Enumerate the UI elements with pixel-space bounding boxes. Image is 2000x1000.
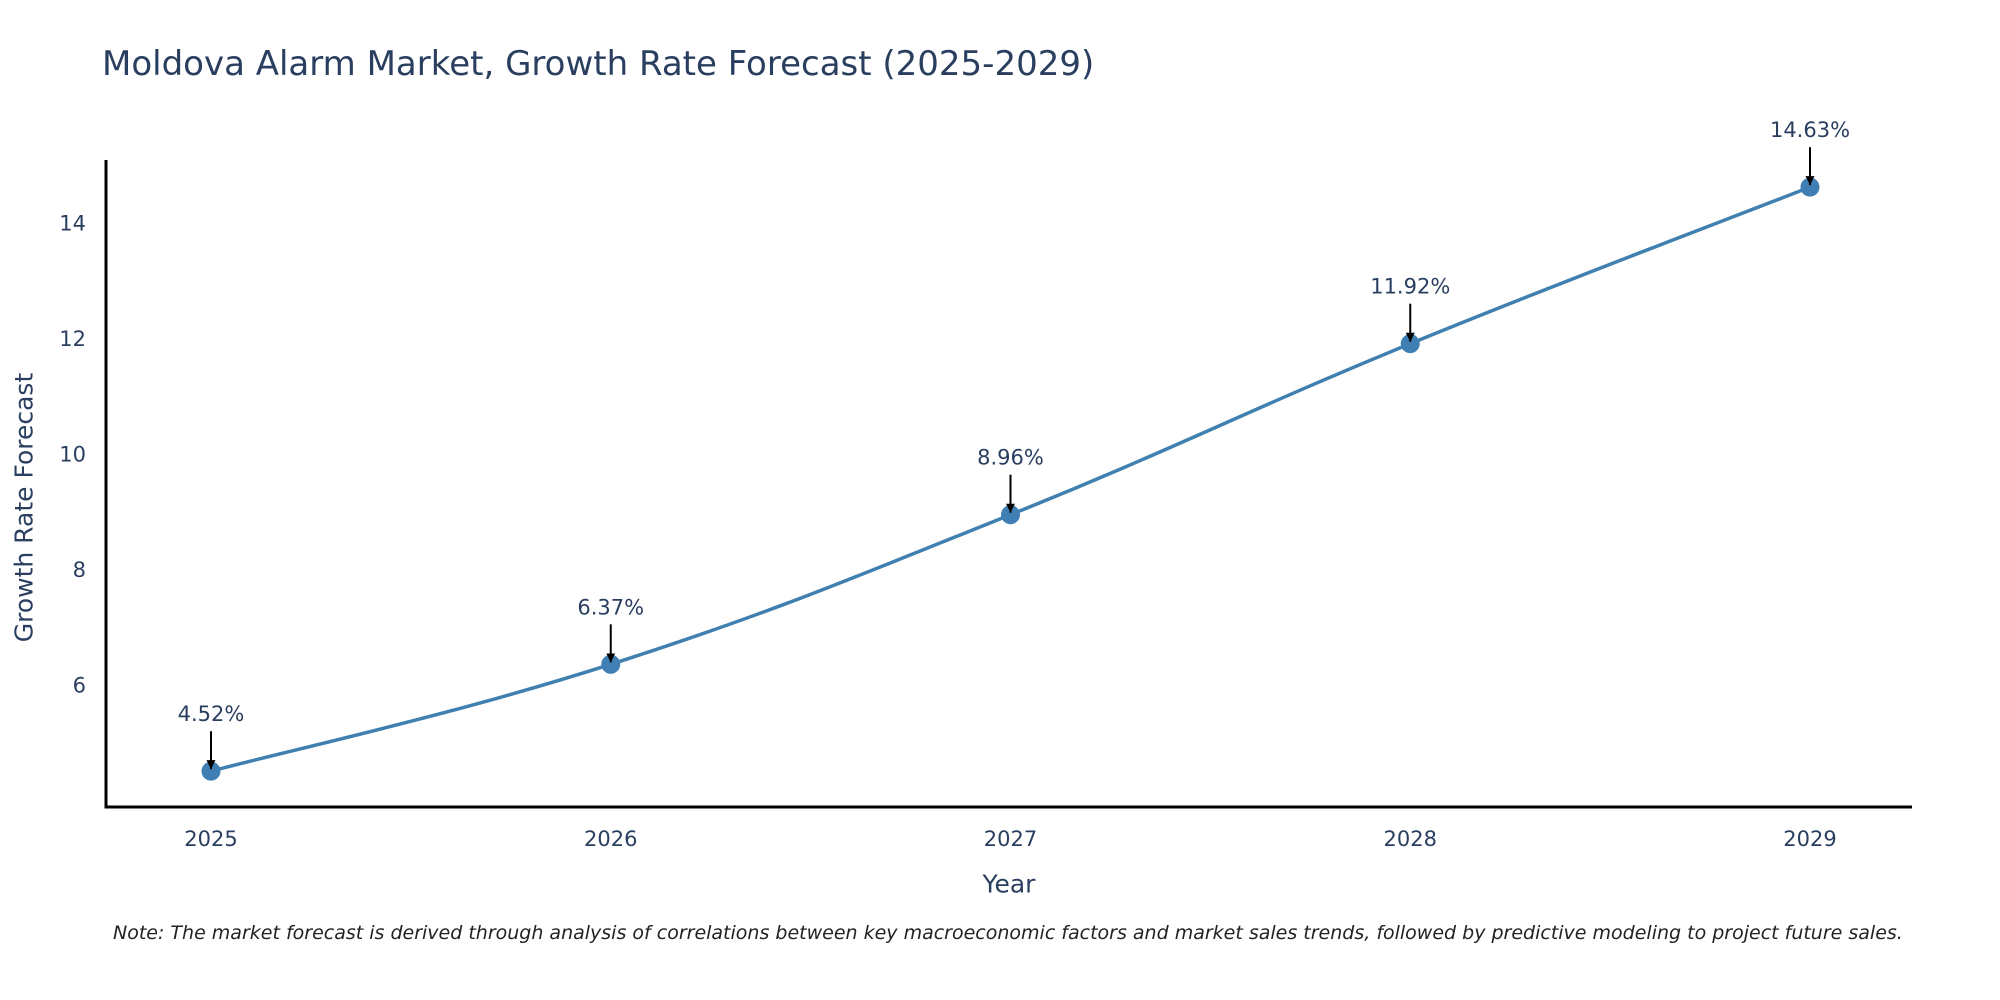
data-label: 8.96% bbox=[977, 446, 1044, 470]
data-point bbox=[1800, 177, 1820, 197]
x-tick-label: 2027 bbox=[984, 827, 1037, 851]
series-layer bbox=[201, 177, 1820, 781]
data-point bbox=[201, 761, 221, 781]
footnote: Note: The market forecast is derived thr… bbox=[113, 922, 1903, 944]
data-label: 4.52% bbox=[178, 702, 245, 726]
x-tick-label: 2025 bbox=[184, 827, 237, 851]
data-label: 11.92% bbox=[1370, 275, 1450, 299]
y-tick-label: 10 bbox=[59, 443, 86, 467]
y-tick-label: 6 bbox=[73, 674, 86, 698]
axes-layer: 6 8 10 12 14 2025 2026 2027 2028 2029 Year Growth R… bbox=[10, 160, 1912, 899]
x-tick-label: 2026 bbox=[584, 827, 637, 851]
annotation-layer: 4.52% 6.37% 8.96% 11.92% 14.63% bbox=[178, 118, 1850, 770]
x-tick-label: 2028 bbox=[1384, 827, 1437, 851]
x-tick-label: 2029 bbox=[1783, 827, 1836, 851]
y-tick-label: 14 bbox=[59, 212, 86, 236]
x-axis-title: Year bbox=[982, 870, 1037, 899]
data-point bbox=[1001, 505, 1020, 525]
y-axis-title: Growth Rate Forecast bbox=[10, 373, 39, 643]
data-point bbox=[601, 654, 621, 674]
data-point bbox=[1400, 334, 1420, 354]
data-label: 14.63% bbox=[1770, 118, 1850, 142]
chart-title: Moldova Alarm Market, Growth Rate Foreca… bbox=[102, 44, 1095, 84]
y-tick-label: 8 bbox=[73, 558, 86, 582]
y-tick-label: 12 bbox=[59, 327, 86, 351]
data-label: 6.37% bbox=[577, 595, 644, 619]
